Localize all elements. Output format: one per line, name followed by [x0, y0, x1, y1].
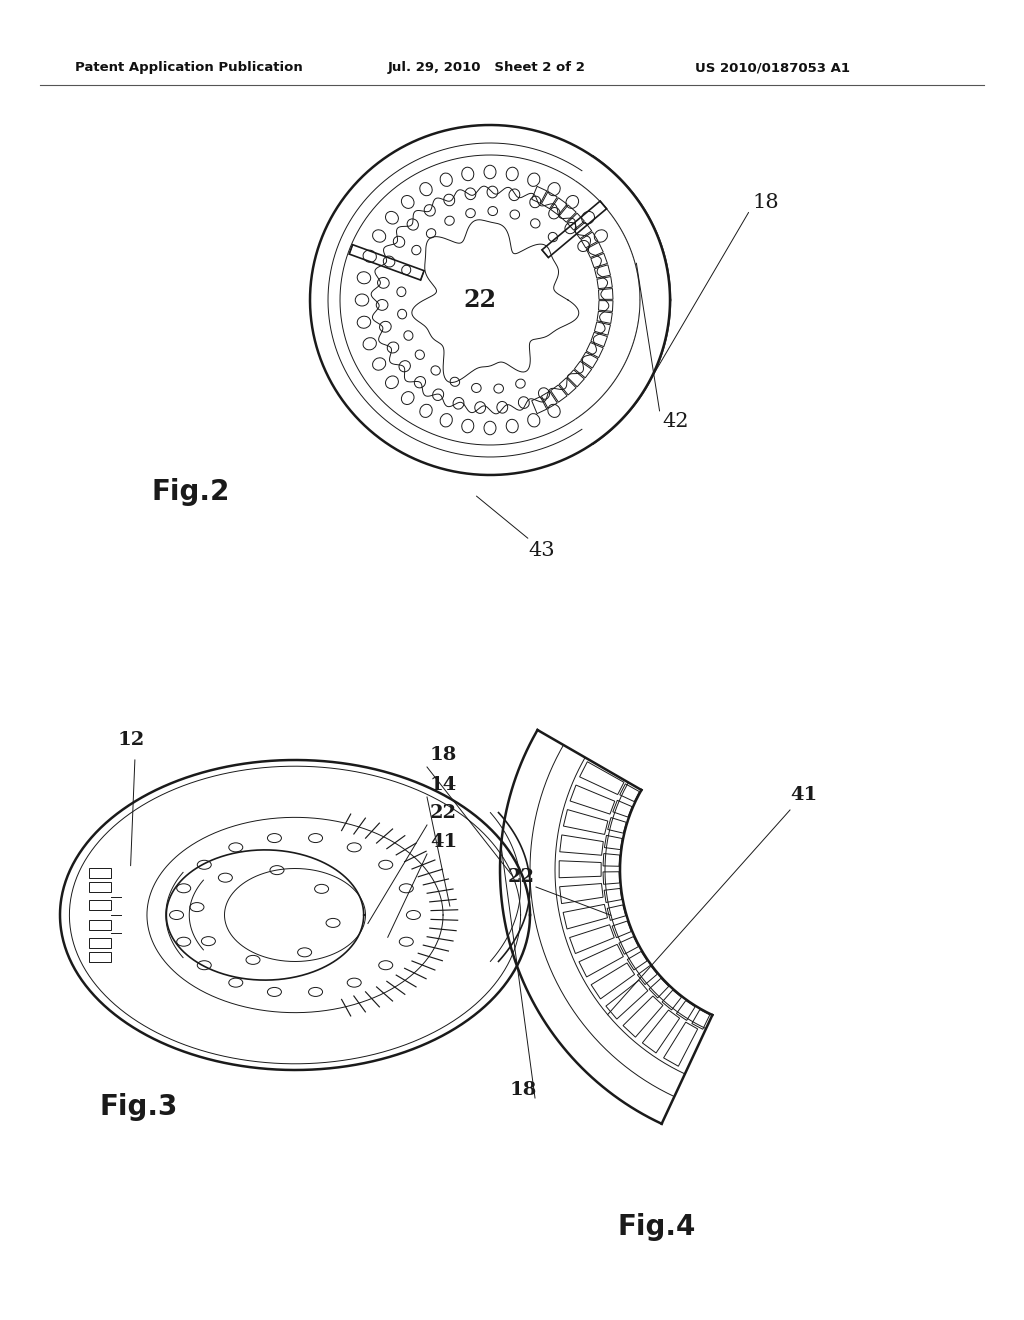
- Text: Jul. 29, 2010   Sheet 2 of 2: Jul. 29, 2010 Sheet 2 of 2: [388, 62, 586, 74]
- Polygon shape: [577, 157, 670, 444]
- Text: 22: 22: [508, 869, 535, 886]
- Text: 42: 42: [662, 412, 688, 432]
- Text: 18: 18: [752, 194, 778, 213]
- Text: 41: 41: [790, 785, 817, 804]
- Text: 18: 18: [510, 1081, 538, 1100]
- Bar: [89, 867, 111, 878]
- Text: Fig.3: Fig.3: [100, 1093, 178, 1121]
- Bar: [89, 882, 111, 892]
- Polygon shape: [412, 220, 579, 383]
- Text: 14: 14: [430, 776, 458, 795]
- Text: 18: 18: [430, 746, 458, 764]
- Bar: [89, 953, 111, 962]
- Text: Patent Application Publication: Patent Application Publication: [75, 62, 303, 74]
- Text: 22: 22: [430, 804, 457, 822]
- Text: Fig.2: Fig.2: [152, 478, 230, 506]
- Bar: [89, 937, 111, 948]
- Text: Fig.4: Fig.4: [618, 1213, 696, 1241]
- Text: 22: 22: [464, 288, 497, 312]
- Text: US 2010/0187053 A1: US 2010/0187053 A1: [695, 62, 850, 74]
- Text: 43: 43: [528, 541, 555, 561]
- Bar: [89, 920, 111, 929]
- Text: 41: 41: [430, 833, 458, 851]
- Text: 12: 12: [118, 731, 145, 748]
- Bar: [89, 900, 111, 911]
